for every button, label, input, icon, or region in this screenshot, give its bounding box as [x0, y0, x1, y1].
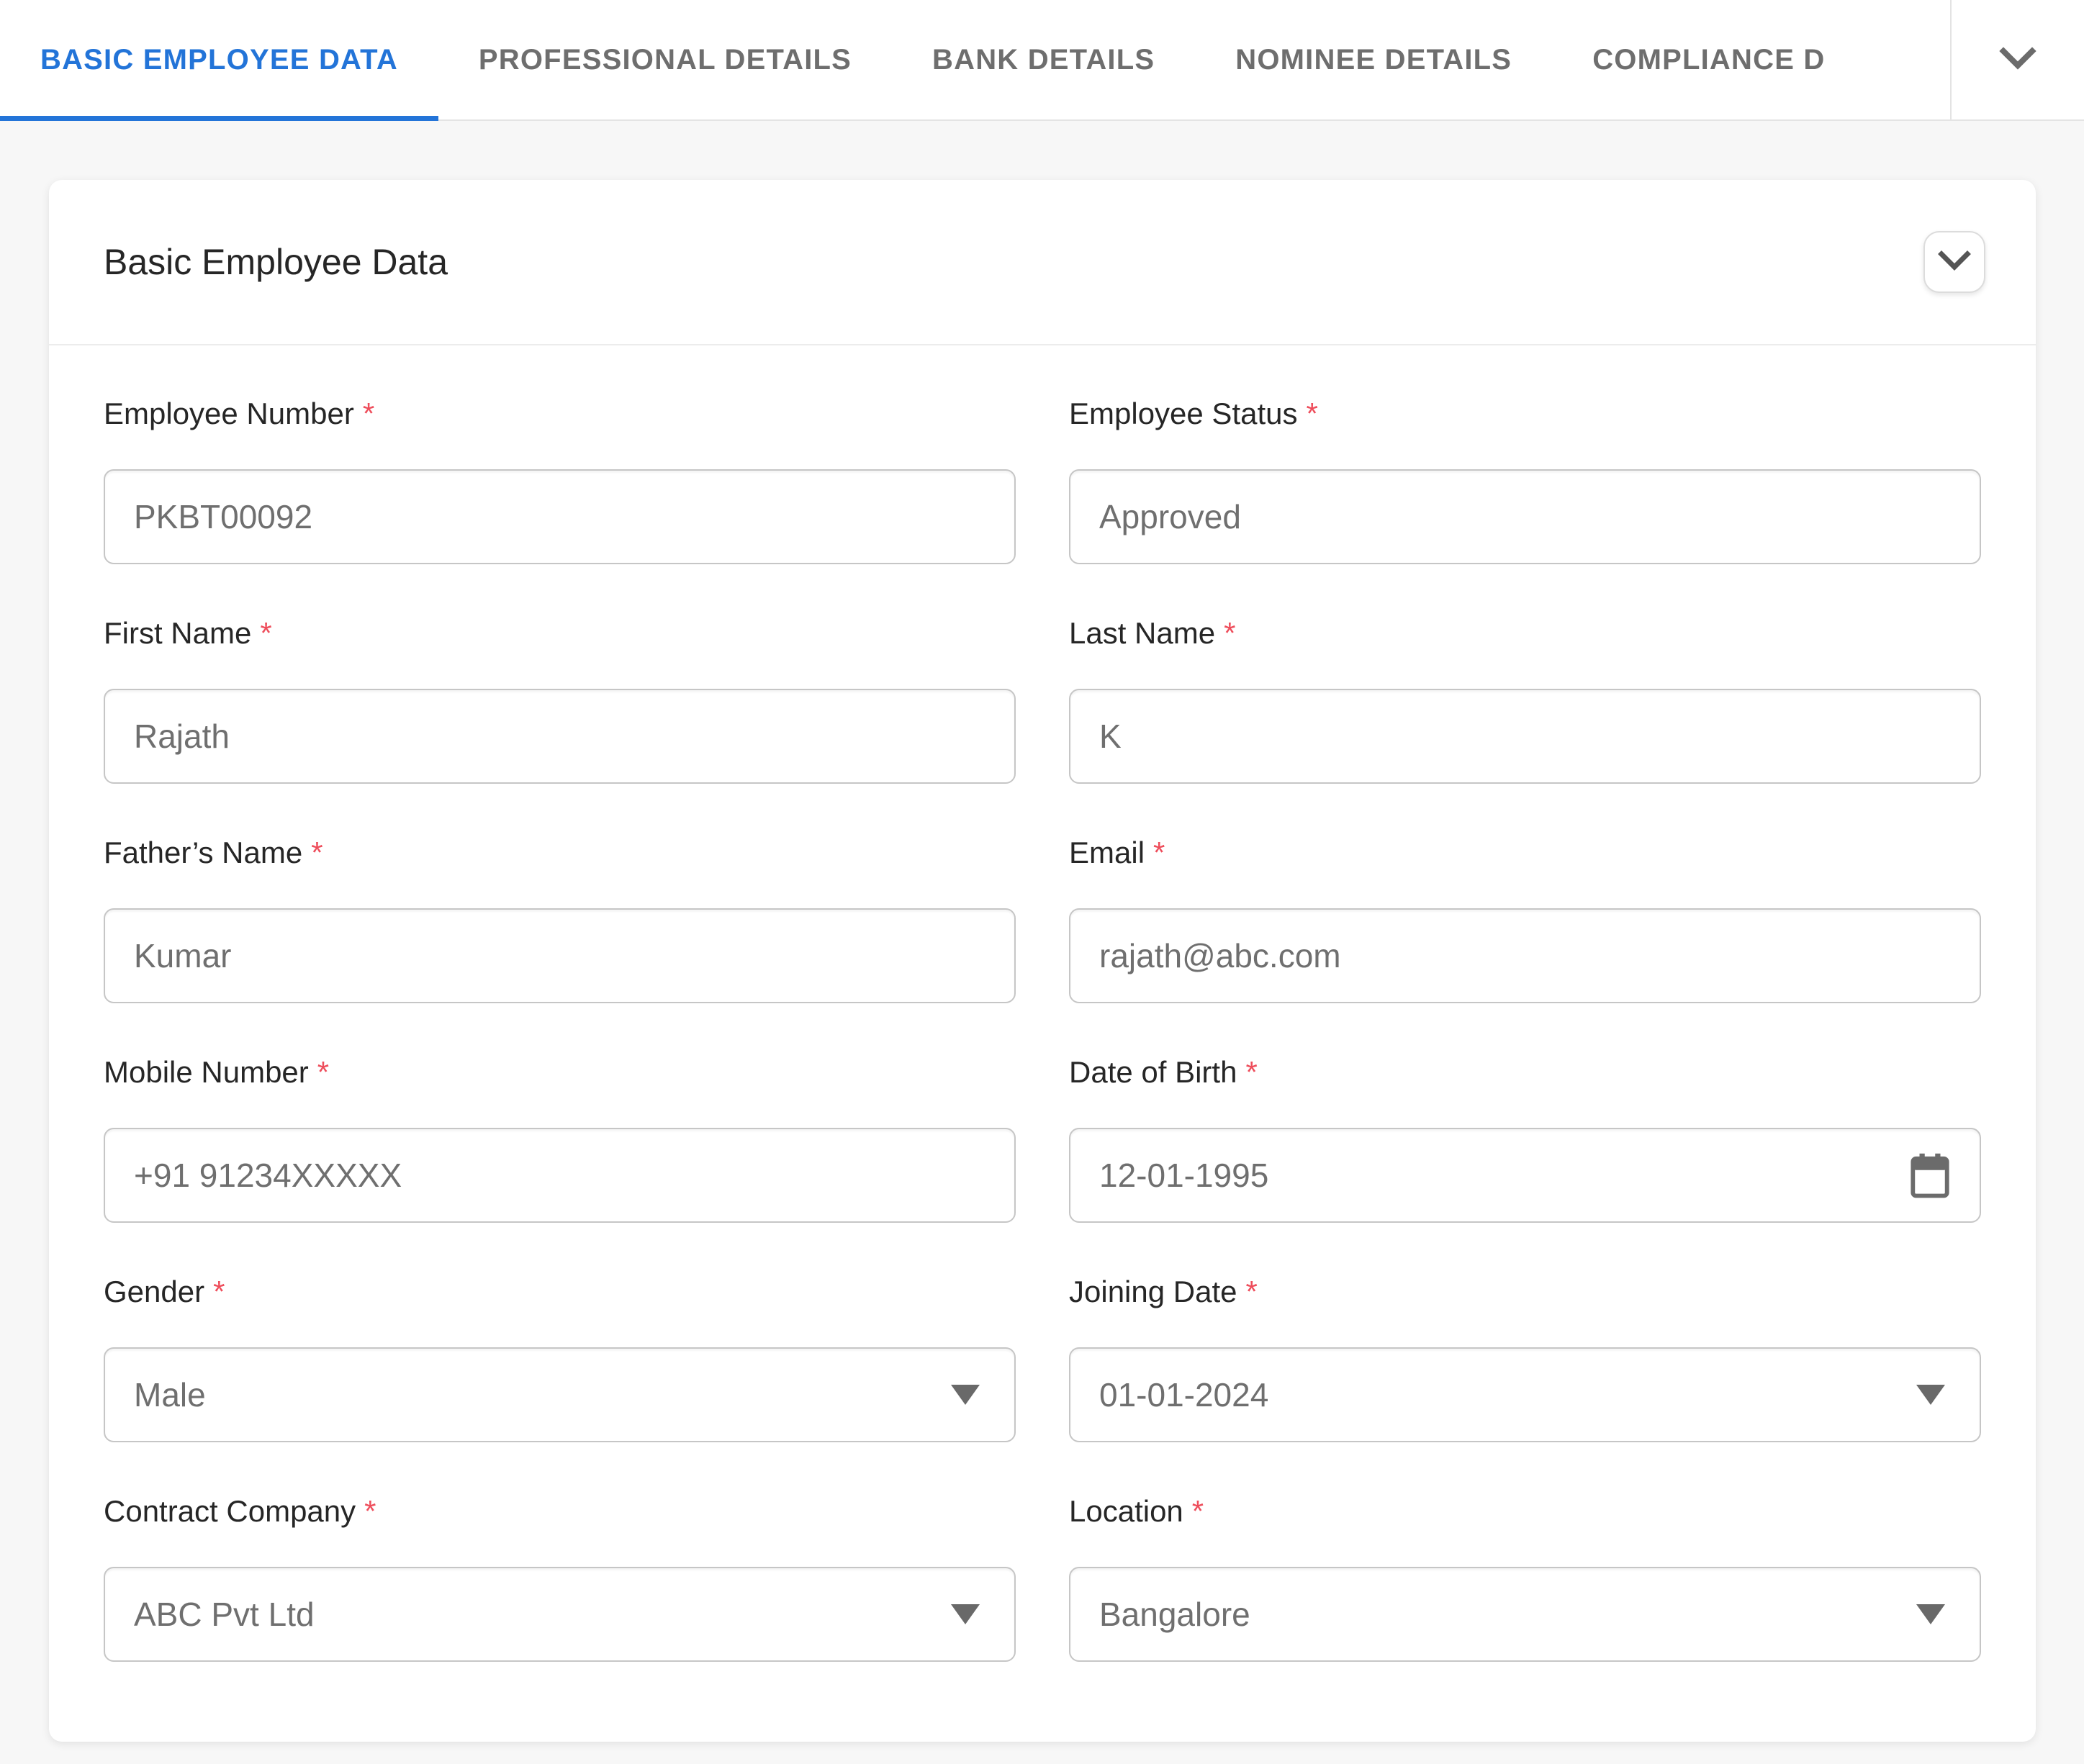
field-value: PKBT00092: [134, 498, 313, 535]
field-label-row: Date of Birth *: [1069, 1054, 1981, 1090]
field-value: Approved: [1099, 498, 1241, 535]
field-label: Mobile Number: [104, 1055, 309, 1089]
field-label-row: Joining Date *: [1069, 1274, 1981, 1310]
field-date-of-birth: Date of Birth * 12-01-1995: [1069, 1054, 1981, 1223]
tab-label: BASIC EMPLOYEE DATA: [40, 43, 398, 76]
field-mobile-number: Mobile Number * +91 91234XXXXX: [104, 1054, 1016, 1223]
first-name-input[interactable]: Rajath: [104, 689, 1016, 784]
field-label: First Name: [104, 616, 252, 650]
card-header: Basic Employee Data: [49, 180, 2036, 345]
triangle-down-icon: [1916, 1604, 1945, 1624]
field-label-row: Email *: [1069, 835, 1981, 871]
field-label: Employee Status: [1069, 397, 1298, 430]
contract-company-select[interactable]: ABC Pvt Ltd: [104, 1567, 1016, 1662]
triangle-down-icon: [951, 1385, 980, 1405]
field-value: 12-01-1995: [1099, 1157, 1269, 1194]
mobile-number-input[interactable]: +91 91234XXXXX: [104, 1128, 1016, 1223]
triangle-down-icon: [1916, 1385, 1945, 1405]
field-label: Location: [1069, 1494, 1183, 1528]
field-label-row: Contract Company *: [104, 1493, 1016, 1529]
tab-professional-details[interactable]: PROFESSIONAL DETAILS: [438, 0, 892, 119]
calendar-icon[interactable]: [1909, 1152, 1951, 1198]
tab-label: PROFESSIONAL DETAILS: [478, 43, 852, 76]
field-label-row: Mobile Number *: [104, 1054, 1016, 1090]
field-label: Joining Date: [1069, 1275, 1237, 1308]
field-location: Location * Bangalore: [1069, 1493, 1981, 1662]
email-input[interactable]: rajath@abc.com: [1069, 908, 1981, 1003]
required-asterisk: *: [364, 1494, 376, 1528]
field-label: Gender: [104, 1275, 205, 1308]
card-title: Basic Employee Data: [104, 242, 448, 282]
tab-label: NOMINEE DETAILS: [1235, 43, 1512, 76]
triangle-down-icon: [951, 1604, 980, 1624]
card-collapse-button[interactable]: [1923, 231, 1985, 293]
field-label: Last Name: [1069, 616, 1216, 650]
field-label-row: Location *: [1069, 1493, 1981, 1529]
field-employee-number: Employee Number * PKBT00092: [104, 396, 1016, 564]
field-father-s-name: Father’s Name * Kumar: [104, 835, 1016, 1003]
tab-basic-employee-data[interactable]: BASIC EMPLOYEE DATA: [0, 0, 438, 121]
required-asterisk: *: [362, 397, 375, 430]
field-label-row: Gender *: [104, 1274, 1016, 1310]
field-contract-company: Contract Company * ABC Pvt Ltd: [104, 1493, 1016, 1662]
required-asterisk: *: [1306, 397, 1318, 430]
field-label-row: Father’s Name *: [104, 835, 1016, 871]
location-select[interactable]: Bangalore: [1069, 1567, 1981, 1662]
field-joining-date: Joining Date * 01-01-2024: [1069, 1274, 1981, 1442]
required-asterisk: *: [1245, 1275, 1258, 1308]
basic-employee-data-card: Basic Employee Data Employee Number * PKBT…: [49, 180, 2036, 1742]
field-label: Date of Birth: [1069, 1055, 1237, 1089]
field-employee-status: Employee Status * Approved: [1069, 396, 1981, 564]
required-asterisk: *: [260, 616, 272, 650]
tab-bar: BASIC EMPLOYEE DATA PROFESSIONAL DETAILS B…: [0, 0, 2084, 121]
field-label: Employee Number: [104, 397, 354, 430]
tab-bank-details[interactable]: BANK DETAILS: [892, 0, 1195, 119]
tab-overflow-button[interactable]: [1952, 0, 2084, 119]
field-label-row: Last Name *: [1069, 615, 1981, 651]
required-asterisk: *: [1153, 836, 1165, 869]
field-value: 01-01-2024: [1099, 1376, 1269, 1414]
father-s-name-input[interactable]: Kumar: [104, 908, 1016, 1003]
date-of-birth-date-input[interactable]: 12-01-1995: [1069, 1128, 1981, 1223]
field-value: rajath@abc.com: [1099, 937, 1341, 974]
required-asterisk: *: [213, 1275, 225, 1308]
field-first-name: First Name * Rajath: [104, 615, 1016, 784]
joining-date-select[interactable]: 01-01-2024: [1069, 1347, 1981, 1442]
required-asterisk: *: [1245, 1055, 1258, 1089]
field-value: Rajath: [134, 718, 230, 755]
required-asterisk: *: [1224, 616, 1236, 650]
required-asterisk: *: [1191, 1494, 1204, 1528]
field-label: Contract Company: [104, 1494, 356, 1528]
field-label-row: Employee Status *: [1069, 396, 1981, 432]
field-label-row: First Name *: [104, 615, 1016, 651]
field-label: Email: [1069, 836, 1145, 869]
field-label: Father’s Name: [104, 836, 303, 869]
tab-label: BANK DETAILS: [932, 43, 1155, 76]
field-value: Bangalore: [1099, 1596, 1250, 1633]
field-value: K: [1099, 718, 1122, 755]
chevron-down-icon: [1999, 46, 2036, 73]
field-value: Kumar: [134, 937, 232, 974]
field-value: Male: [134, 1376, 206, 1414]
required-asterisk: *: [317, 1055, 330, 1089]
field-email: Email * rajath@abc.com: [1069, 835, 1981, 1003]
field-value: ABC Pvt Ltd: [134, 1596, 315, 1633]
employee-number-input[interactable]: PKBT00092: [104, 469, 1016, 564]
last-name-input[interactable]: K: [1069, 689, 1981, 784]
employee-status-input[interactable]: Approved: [1069, 469, 1981, 564]
tab-label: COMPLIANCE D: [1592, 43, 1826, 76]
gender-select[interactable]: Male: [104, 1347, 1016, 1442]
field-gender: Gender * Male: [104, 1274, 1016, 1442]
tab-items: BASIC EMPLOYEE DATA PROFESSIONAL DETAILS B…: [0, 0, 1825, 121]
chevron-down-icon: [1938, 250, 1971, 274]
tab-bar-divider: [1950, 0, 1952, 119]
form-grid: Employee Number * PKBT00092 Employee Status…: [49, 345, 2036, 1662]
field-value: +91 91234XXXXX: [134, 1157, 402, 1194]
field-label-row: Employee Number *: [104, 396, 1016, 432]
required-asterisk: *: [311, 836, 323, 869]
tab-nominee-details[interactable]: NOMINEE DETAILS: [1195, 0, 1552, 119]
field-last-name: Last Name * K: [1069, 615, 1981, 784]
tab-compliance-d[interactable]: COMPLIANCE D: [1552, 0, 1825, 119]
